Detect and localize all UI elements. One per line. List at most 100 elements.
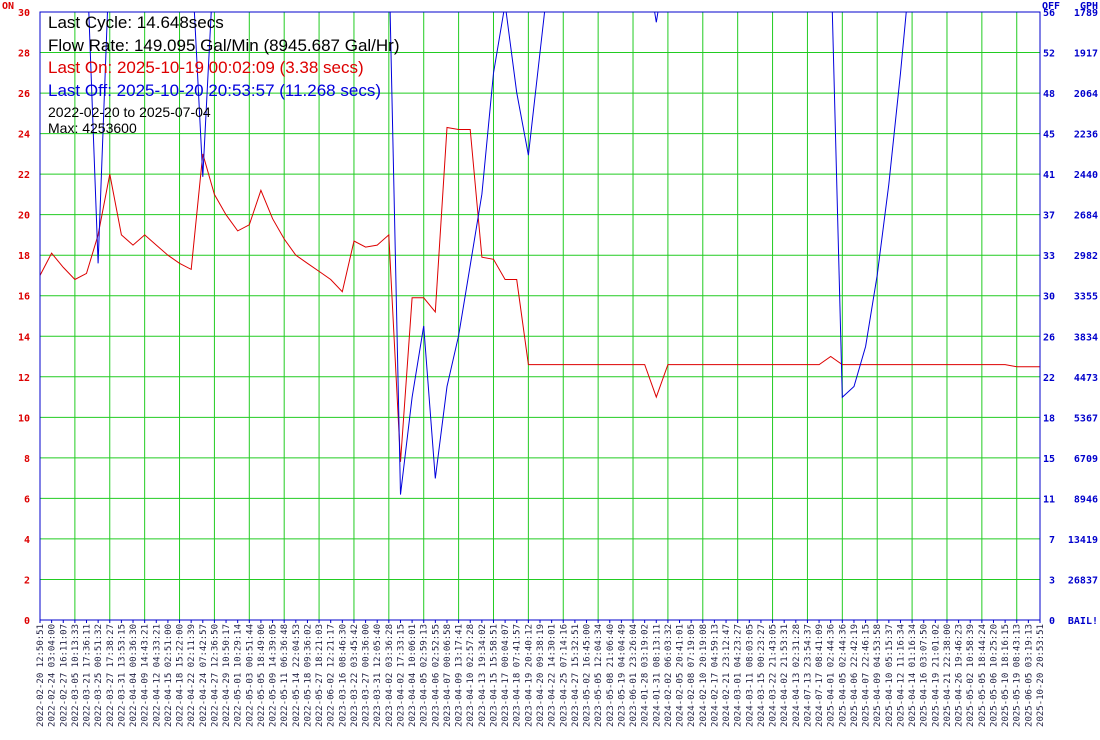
y-tick-label: 4: [24, 535, 30, 546]
x-tick-label: 2025-04-09 04:53:58: [873, 624, 883, 727]
x-tick-label: 2022-04-12 04:33:21: [152, 624, 162, 727]
x-tick-label: 2023-04-27 15:32:51: [571, 624, 581, 727]
x-tick-label: 2022-04-24 07:42:57: [199, 624, 209, 727]
off-tick-label: 56: [1043, 8, 1055, 19]
gph-tick-label: 6709: [1074, 454, 1098, 465]
x-tick-label: 2022-04-29 10:50:17: [222, 624, 232, 727]
x-tick-label: 2023-04-22 14:30:01: [548, 624, 558, 727]
off-tick-label: 7: [1049, 535, 1055, 546]
off-tick-label: 11: [1043, 494, 1055, 505]
off-axis-title: OFF: [1042, 1, 1060, 12]
info-line: Max: 4253600: [48, 120, 137, 136]
off-tick-label: 30: [1043, 292, 1055, 303]
x-tick-label: 2023-04-05 02:59:13: [420, 624, 430, 727]
gph-tick-label: 13419: [1068, 535, 1098, 546]
y-tick-label: 16: [18, 292, 30, 303]
x-tick-label: 2023-04-18 07:41:57: [513, 624, 523, 727]
x-tick-label: 2024-03-22 21:43:05: [769, 624, 779, 727]
x-tick-label: 2022-06-02 12:21:17: [327, 624, 337, 727]
gph-tick-label: 8946: [1074, 494, 1098, 505]
x-tick-label: 2022-04-27 12:36:50: [210, 624, 220, 727]
x-tick-label: 2025-04-05 02:44:36: [838, 624, 848, 727]
y-tick-label: 24: [18, 130, 30, 141]
x-tick-label: 2023-04-06 02:52:55: [431, 624, 441, 727]
gph-tick-label: 4473: [1074, 373, 1098, 384]
x-tick-label: 2023-04-17 00:04:07: [501, 624, 511, 727]
x-tick-label: 2022-02-27 16:11:07: [59, 624, 69, 727]
x-tick-label: 2025-06-05 03:19:13: [1024, 624, 1034, 727]
gph-tick-label: 3355: [1074, 292, 1098, 303]
x-tick-label: 2024-07-17 08:41:09: [815, 624, 825, 727]
off-tick-label: 26: [1043, 332, 1055, 343]
on-axis-title: ON: [2, 1, 14, 12]
x-tick-label: 2024-04-02 21:53:31: [780, 624, 790, 727]
x-tick-label: 2024-03-11 08:03:05: [745, 624, 755, 727]
x-tick-label: 2023-05-05 12:04:34: [594, 624, 604, 727]
x-tick-label: 2022-03-31 13:53:15: [117, 624, 127, 727]
x-tick-label: 2022-05-01 10:29:14: [234, 624, 244, 727]
x-tick-label: 2025-04-10 05:15:37: [885, 624, 895, 727]
x-tick-label: 2023-03-16 08:46:30: [338, 624, 348, 727]
x-tick-label: 2022-03-21 17:36:11: [83, 624, 93, 727]
x-tick-label: 2025-05-19 08:43:13: [1013, 624, 1023, 727]
info-line: Last On: 2025-10-19 00:02:09 (3.38 secs): [48, 58, 364, 77]
x-tick-label: 2025-05-06 10:25:20: [989, 624, 999, 727]
x-tick-label: 2025-05-10 18:16:15: [1001, 624, 1011, 727]
x-tick-label: 2024-02-17 04:59:13: [710, 624, 720, 727]
line-on: [40, 126, 1040, 462]
x-tick-label: 2023-04-25 07:14:16: [559, 624, 569, 727]
info-box: Last Cycle: 14.648secs Flow Rate: 149.095…: [48, 13, 400, 136]
x-tick-label: 2023-03-27 00:36:00: [362, 624, 372, 727]
x-tick-label: 2023-03-22 03:45:42: [350, 624, 360, 727]
x-tick-label: 2022-04-15 02:51:00: [164, 624, 174, 727]
gph-tick-label: 5367: [1074, 413, 1098, 424]
x-tick-label: 2024-02-02 06:03:32: [664, 624, 674, 727]
off-tick-label: 15: [1043, 454, 1055, 465]
y-tick-label: 10: [18, 413, 30, 424]
x-tick-label: 2022-04-04 00:36:30: [129, 624, 139, 727]
x-tick-label: 2025-05-05 18:44:24: [978, 624, 988, 727]
x-tick-label: 2022-05-18 09:36:02: [303, 624, 313, 727]
gph-tick-label: 1917: [1074, 49, 1098, 60]
x-tick-label: 2022-02-24 03:04:00: [48, 624, 58, 727]
x-tick-label: 2025-04-06 22:42:19: [850, 624, 860, 727]
gph-tick-label: 2236: [1074, 130, 1098, 141]
off-tick-label: 52: [1043, 49, 1055, 60]
y-tick-label: 12: [18, 373, 30, 384]
gph-tick-label: 26837: [1068, 575, 1098, 586]
x-tick-label: 2023-04-04 10:06:01: [408, 624, 418, 727]
gph-tick-label: 2684: [1074, 211, 1098, 222]
x-tick-label: 2022-02-20 12:50:51: [36, 624, 46, 727]
off-tick-label: 41: [1043, 170, 1055, 181]
x-tick-label: 2023-04-09 13:17:41: [455, 624, 465, 727]
x-tick-label: 2024-02-10 20:19:08: [699, 624, 709, 727]
x-tick-label: 2025-04-14 01:16:34: [908, 624, 918, 727]
x-tick-label: 2022-04-22 02:11:39: [187, 624, 197, 727]
x-tick-label: 2024-02-05 20:41:01: [676, 624, 686, 727]
info-line: Last Off: 2025-10-20 20:53:57 (11.268 se…: [48, 81, 381, 100]
y-tick-label: 2: [24, 575, 30, 586]
info-line: 2022-02-20 to 2025-07-04: [48, 104, 211, 120]
x-tick-label: 2025-04-21 22:38:00: [943, 624, 953, 727]
x-tick-label: 2022-05-03 00:51:44: [245, 624, 255, 727]
y-tick-label: 30: [18, 8, 30, 19]
y-tick-label: 6: [24, 494, 30, 505]
x-tick-label: 2024-03-15 00:23:27: [757, 624, 767, 727]
x-tick-label: 2023-04-07 00:06:58: [443, 624, 453, 727]
y-tick-label: 18: [18, 251, 30, 262]
off-tick-label: 3: [1049, 575, 1055, 586]
x-tick-label: 2023-04-02 17:33:15: [396, 624, 406, 727]
x-tick-label: 2025-04-07 22:46:15: [862, 624, 872, 727]
x-tick-label: 2022-05-05 18:49:06: [257, 624, 267, 727]
off-tick-label: 0: [1049, 616, 1055, 627]
x-tick-label: 2024-01-28 03:19:02: [641, 624, 651, 727]
x-tick-label: 2022-03-27 17:38:27: [106, 624, 116, 727]
x-tick-label: 2025-04-26 19:46:23: [955, 624, 965, 727]
x-tick-label: 2023-04-13 19:34:02: [478, 624, 488, 727]
gph-tick-label: 2064: [1074, 89, 1098, 100]
y-tick-label: 14: [18, 332, 30, 343]
x-tick-label: 2024-04-13 02:31:28: [792, 624, 802, 727]
x-tick-label: 2022-03-25 00:51:32: [94, 624, 104, 727]
